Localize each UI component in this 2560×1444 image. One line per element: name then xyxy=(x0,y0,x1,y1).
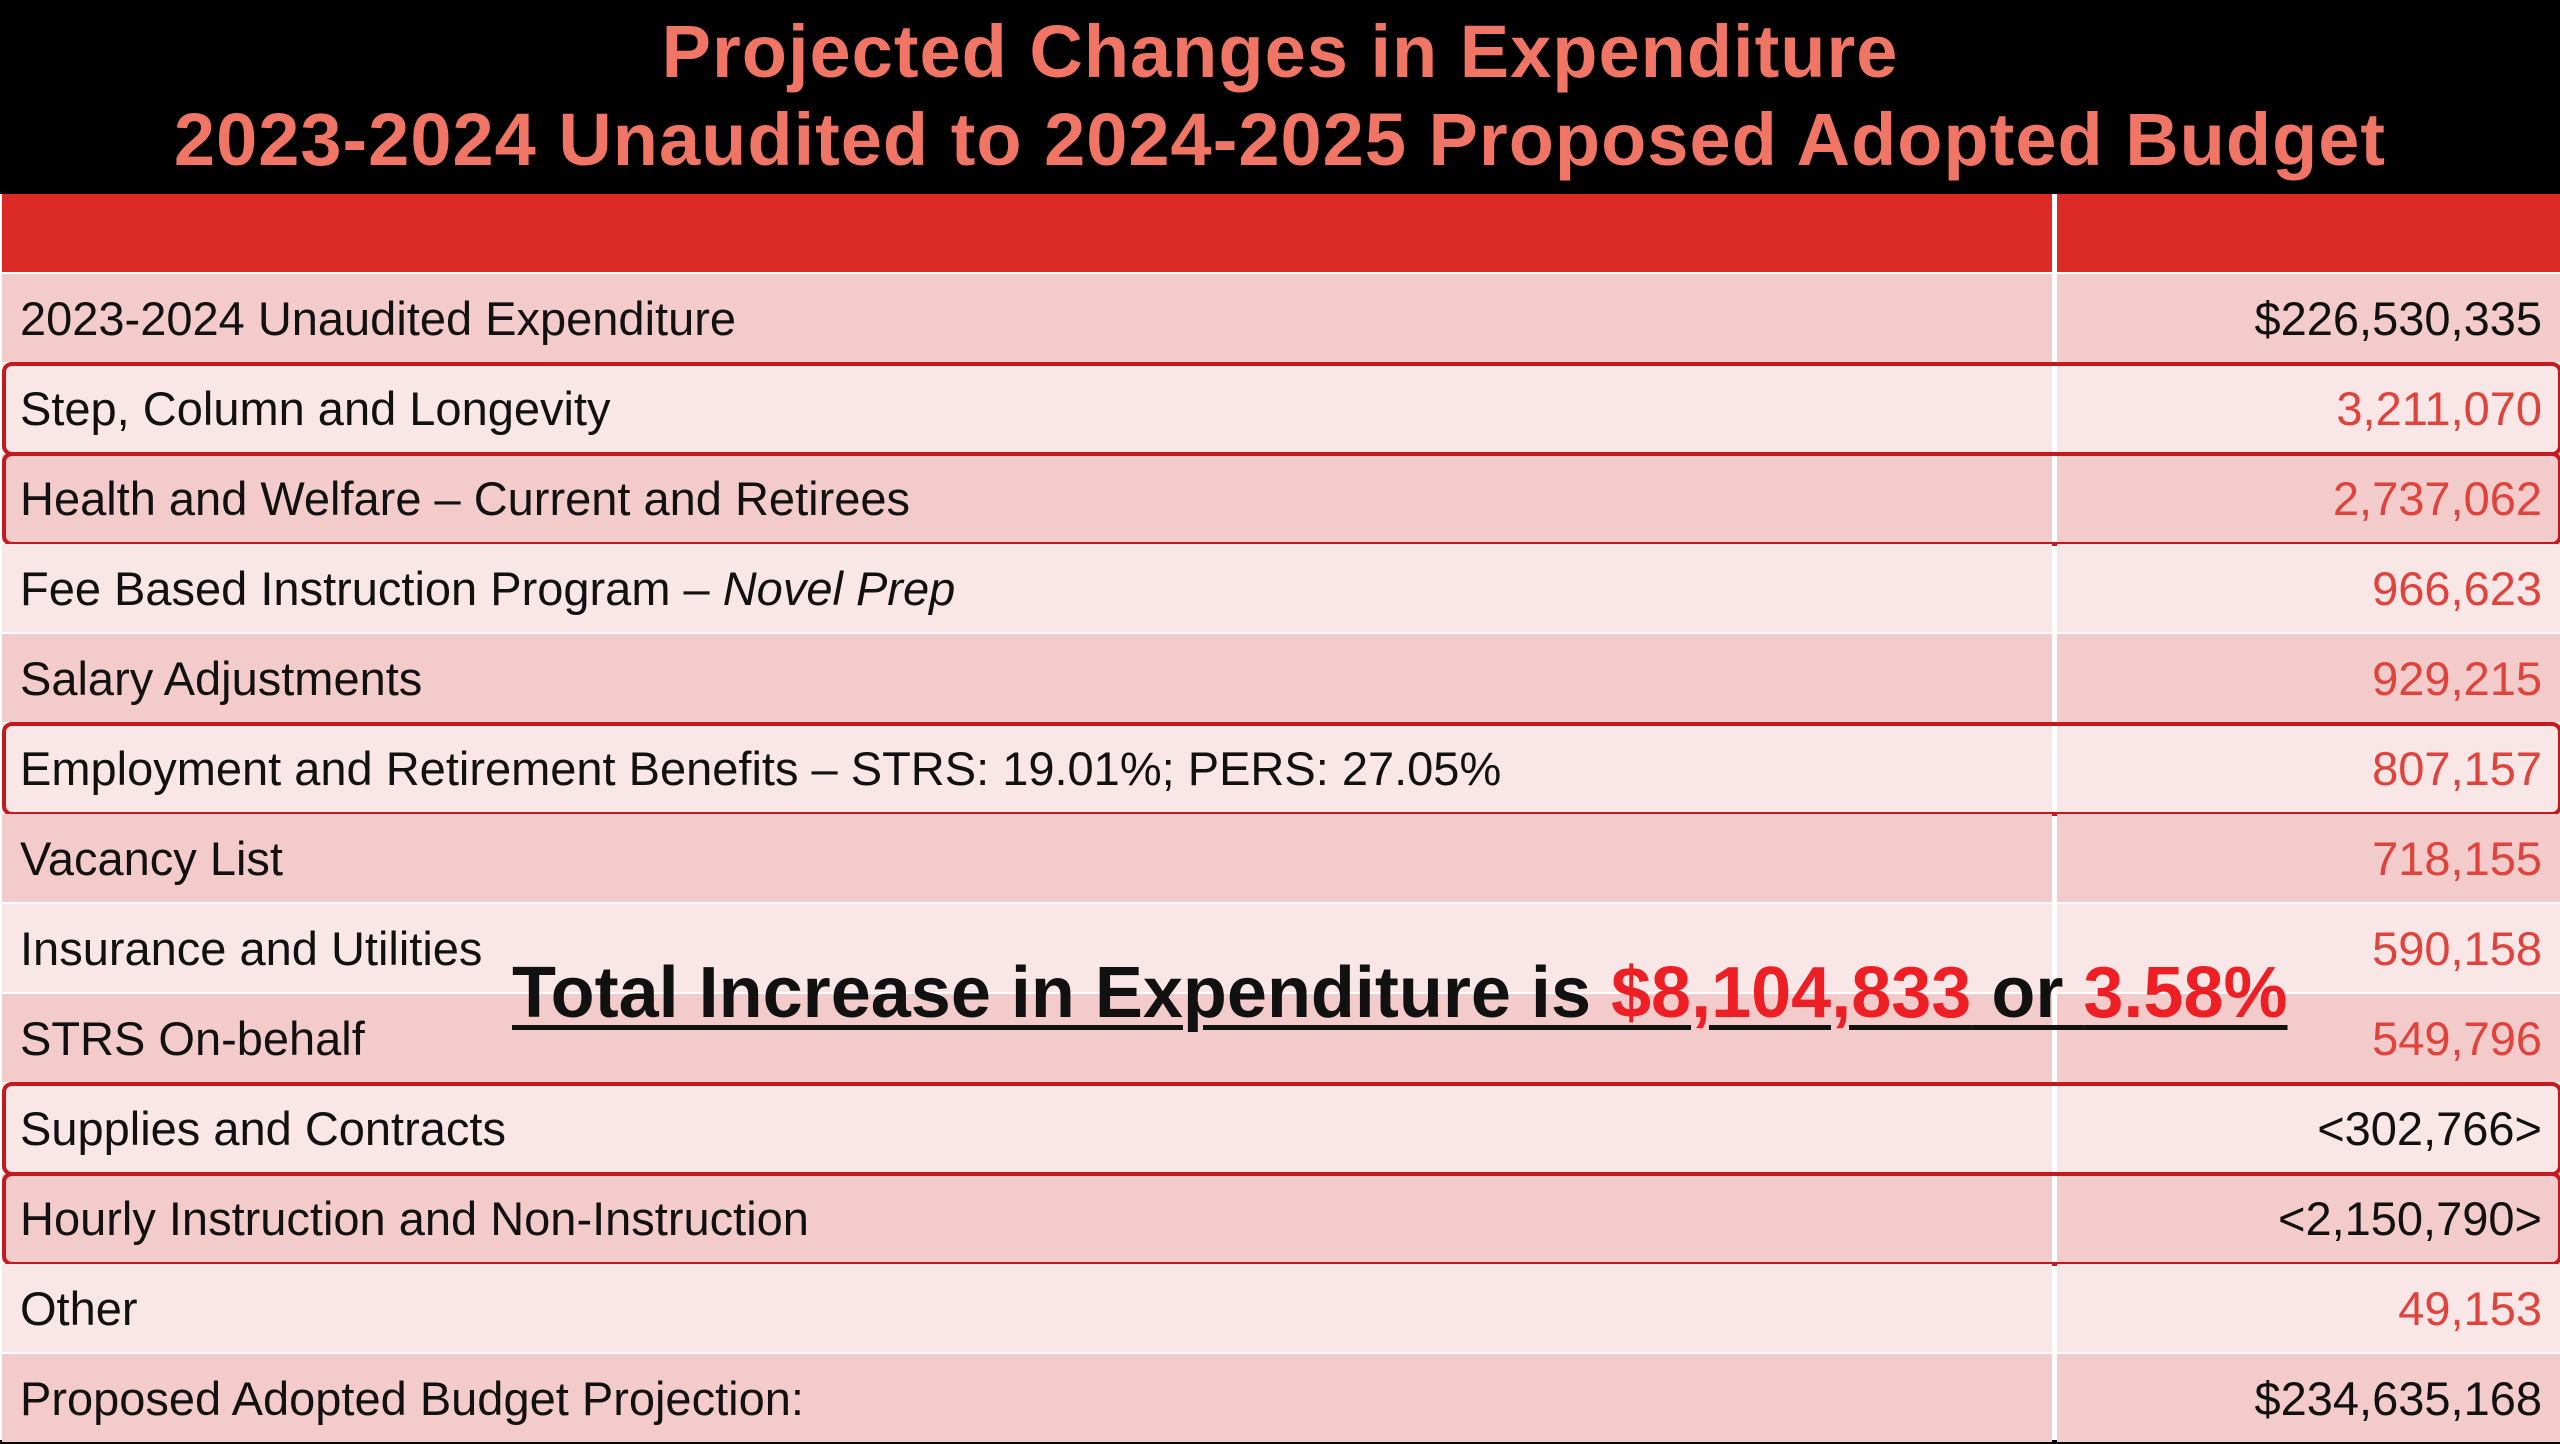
row-label: Insurance and Utilities xyxy=(2,904,2052,992)
table-row: Health and Welfare – Current and Retiree… xyxy=(0,454,2560,544)
row-label: Salary Adjustments xyxy=(2,634,2052,722)
title-line-1: Projected Changes in Expenditure xyxy=(661,10,1899,93)
row-label-text: Employment and Retirement Benefits – STR… xyxy=(20,741,1502,795)
row-label-text: Other xyxy=(20,1281,138,1335)
row-label-text: Vacancy List xyxy=(20,831,283,885)
row-amount: 929,215 xyxy=(2057,634,2560,722)
row-label: Hourly Instruction and Non-Instruction xyxy=(2,1174,2052,1262)
row-label-text: Step, Column and Longevity xyxy=(20,381,611,435)
callout-middle: or xyxy=(1971,953,2084,1033)
table-row: Fee Based Instruction Program – Novel Pr… xyxy=(0,544,2560,634)
table-row: Employment and Retirement Benefits – STR… xyxy=(0,724,2560,814)
row-amount: $234,635,168 xyxy=(2057,1354,2560,1442)
table-row: Other 49,153 xyxy=(0,1264,2560,1354)
row-label: Other xyxy=(2,1264,2052,1352)
header-cell-label xyxy=(2,194,2052,272)
row-label: Fee Based Instruction Program – Novel Pr… xyxy=(2,544,2052,632)
table-header-row xyxy=(0,194,2560,272)
expenditure-table: 2023-2024 Unaudited Expenditure $226,530,… xyxy=(0,194,2560,1442)
table-row: Step, Column and Longevity 3,211,070 xyxy=(0,364,2560,454)
row-label: Proposed Adopted Budget Projection: xyxy=(2,1354,2052,1442)
row-label-text: Supplies and Contracts xyxy=(20,1101,506,1155)
row-amount: 807,157 xyxy=(2057,724,2560,812)
title-bar: Projected Changes in Expenditure 2023-20… xyxy=(0,0,2560,192)
callout-amount: $8,104,833 xyxy=(1610,953,1972,1033)
row-label-text: Insurance and Utilities xyxy=(20,921,483,975)
row-label: STRS On-behalf xyxy=(2,994,2052,1082)
table-row: Vacancy List 718,155 xyxy=(0,814,2560,904)
table-row: Salary Adjustments 929,215 xyxy=(0,634,2560,724)
row-label: 2023-2024 Unaudited Expenditure xyxy=(2,274,2052,362)
table-row: 2023-2024 Unaudited Expenditure $226,530,… xyxy=(0,274,2560,364)
row-amount: 590,158 xyxy=(2057,904,2560,992)
table-row: STRS On-behalf 549,796 xyxy=(0,994,2560,1084)
row-label-italic-text: Novel Prep xyxy=(722,561,956,615)
row-label-text: Fee Based Instruction Program – xyxy=(20,561,723,615)
header-cell-amount xyxy=(2057,194,2560,272)
title-line-2: 2023-2024 Unaudited to 2024-2025 Propose… xyxy=(173,98,2387,181)
table-row: Proposed Adopted Budget Projection: $234,… xyxy=(0,1354,2560,1444)
row-label: Vacancy List xyxy=(2,814,2052,902)
total-increase-callout: Total Increase in Expenditure is $8,104,… xyxy=(512,952,2288,1034)
row-amount: 966,623 xyxy=(2057,544,2560,632)
row-amount: 49,153 xyxy=(2057,1264,2560,1352)
table-row: Hourly Instruction and Non-Instruction <2… xyxy=(0,1174,2560,1264)
row-label-text: Salary Adjustments xyxy=(20,651,423,705)
callout-percent: 3.58% xyxy=(2083,953,2288,1033)
callout-prefix: Total Increase in Expenditure is xyxy=(512,953,1611,1033)
row-amount: 3,211,070 xyxy=(2057,364,2560,452)
row-label-text: STRS On-behalf xyxy=(20,1011,365,1065)
row-amount: 2,737,062 xyxy=(2057,454,2560,542)
table-row: Supplies and Contracts <302,766> xyxy=(0,1084,2560,1174)
row-label: Health and Welfare – Current and Retiree… xyxy=(2,454,2052,542)
row-amount: 718,155 xyxy=(2057,814,2560,902)
row-label-text: Proposed Adopted Budget Projection: xyxy=(20,1371,804,1425)
row-label-text: Health and Welfare – Current and Retiree… xyxy=(20,471,910,525)
table-row: Insurance and Utilities 590,158 xyxy=(0,904,2560,994)
row-amount: $226,530,335 xyxy=(2057,274,2560,362)
row-amount: <302,766> xyxy=(2057,1084,2560,1172)
row-amount: <2,150,790> xyxy=(2057,1174,2560,1262)
row-label: Employment and Retirement Benefits – STR… xyxy=(2,724,2052,812)
row-label-text: 2023-2024 Unaudited Expenditure xyxy=(20,291,736,345)
row-label: Step, Column and Longevity xyxy=(2,364,2052,452)
row-amount: 549,796 xyxy=(2057,994,2560,1082)
row-label: Supplies and Contracts xyxy=(2,1084,2052,1172)
row-label-text: Hourly Instruction and Non-Instruction xyxy=(20,1191,809,1245)
